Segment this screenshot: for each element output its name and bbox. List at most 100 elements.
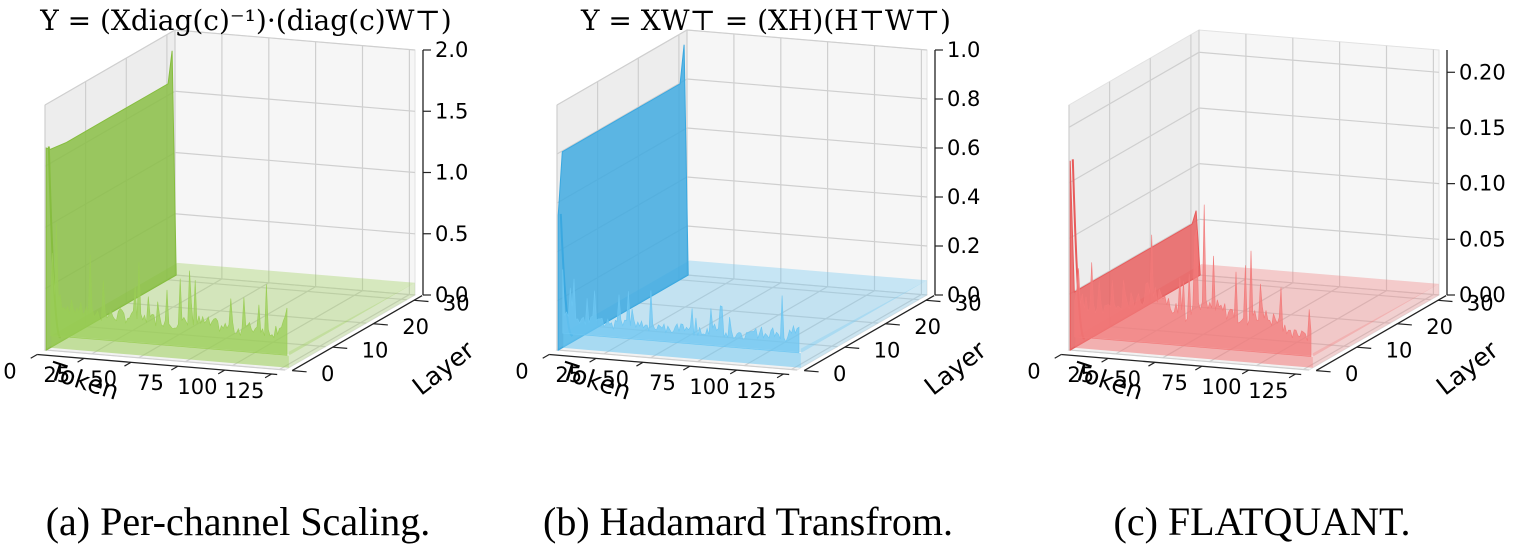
tick-mark-token: [683, 365, 691, 371]
tick-label-token: 125: [1248, 379, 1288, 403]
panel-formula: Y = (Xdiag(c)⁻¹)·(diag(c)W⊤): [39, 4, 451, 37]
tick-label-token: 75: [1161, 371, 1188, 395]
tick-label-layer: 30: [1467, 292, 1494, 316]
tick-label-layer: 0: [1345, 362, 1358, 386]
axis-title-token: Token: [1069, 356, 1147, 406]
tick-label-token: 125: [224, 379, 264, 403]
tick-label-token: 50: [1114, 367, 1141, 391]
axis-title-token: Token: [557, 356, 635, 406]
panel-caption: (c) FLATQUANT.: [1114, 499, 1411, 544]
tick-mark-token: [264, 373, 272, 379]
chart-panel-2: 0 25 50 75 100 125 0 10 20 300.0 0.2 0.4 0.6 0.8 1.0 To…: [515, 4, 992, 544]
tick-label-token: 0: [1027, 359, 1040, 383]
surface-front-rim: [51, 335, 289, 368]
panels-group: 0 25 50 75 100 12501020300.00.51.01.52.0Token…: [3, 4, 1506, 544]
tick-label-value: 1.0: [435, 161, 468, 185]
tick-mark-token: [77, 357, 85, 363]
axis-layer: [803, 295, 935, 372]
tick-label-token: 100: [689, 375, 729, 399]
tick-mark-token: [776, 373, 784, 379]
tick-mark-layer: [1356, 346, 1372, 349]
axis-layer: [291, 295, 423, 372]
tick-mark-layer: [332, 346, 348, 349]
tick-mark-token: [1148, 361, 1156, 367]
panel-formula: Y = XW⊤ = (XH)(H⊤W⊤): [580, 4, 951, 37]
tick-label-layer: 20: [402, 315, 429, 339]
tick-mark-layer: [373, 323, 388, 326]
tick-label-token: 75: [649, 371, 676, 395]
chart-panel-3: 0 25 50 75 100 125 0 10 20 300.00 0.05 0.10 0.15 0.20…: [1027, 29, 1506, 544]
tick-label-value: 0.2: [947, 234, 980, 258]
tick-mark-token: [1195, 365, 1203, 371]
panel-caption: (b) Hadamard Transfrom.: [543, 499, 953, 544]
tick-label-layer: 10: [874, 339, 901, 363]
tick-label-layer: 0: [321, 362, 334, 386]
tick-label-token: 100: [177, 375, 217, 399]
tick-mark-token: [217, 369, 225, 375]
tick-label-layer: 10: [1386, 339, 1413, 363]
grid-line-value: [44, 29, 416, 106]
tick-label-token: 0: [3, 359, 16, 383]
tick-label-token: 125: [736, 379, 776, 403]
tick-mark-layer: [292, 370, 307, 373]
tick-label-token: 100: [1201, 375, 1241, 399]
tick-label-token: 50: [602, 367, 629, 391]
tick-label-token: 50: [90, 367, 117, 391]
tick-mark-token: [589, 357, 597, 363]
tick-mark-layer: [1316, 370, 1331, 373]
tick-mark-token: [729, 369, 737, 375]
tick-label-token: 25: [555, 363, 582, 387]
tick-label-value: 0.5: [435, 222, 468, 246]
grid-line-value: [556, 29, 928, 106]
surface-front-rim: [563, 333, 801, 368]
tick-label-layer: 20: [914, 315, 941, 339]
axis-token: [549, 353, 790, 376]
tick-label-value: 0.4: [947, 185, 980, 209]
surface-front-ridge: [50, 222, 288, 356]
tick-mark-token: [1054, 353, 1062, 359]
tick-label-token: 75: [137, 371, 164, 395]
tick-label-value: 0.8: [947, 87, 980, 111]
surface-right-edge: [1312, 283, 1439, 368]
axis-title-layer: Layer: [919, 335, 992, 401]
tick-label-layer: 30: [443, 292, 470, 316]
tick-label-value: 1.5: [435, 99, 468, 123]
tick-label-layer: 0: [833, 362, 846, 386]
tick-label-token: 25: [43, 363, 70, 387]
tick-label-value: 0.20: [1459, 60, 1506, 84]
tick-mark-token: [1101, 357, 1109, 363]
axis-token: [1061, 353, 1302, 376]
surface-first-token-wall: [1069, 160, 1201, 351]
tick-mark-layer: [1438, 299, 1453, 303]
tick-label-value: 2.0: [435, 38, 468, 62]
surface-front-ridge: [1074, 204, 1312, 357]
tick-label-value: 0.15: [1459, 116, 1506, 140]
tick-label-value: 0.0: [435, 283, 468, 307]
surface-front-rim: [1075, 336, 1313, 368]
grid-line-value: [556, 78, 928, 155]
tick-mark-token: [1288, 373, 1296, 379]
tick-label-value: 0.05: [1459, 227, 1506, 251]
tick-label-value: 0.10: [1459, 172, 1506, 196]
tick-mark-token: [542, 353, 550, 359]
surface-first-token-wall: [557, 44, 689, 351]
grid-line-value: [1068, 51, 1440, 128]
tick-mark-token: [124, 361, 132, 367]
tick-label-value: 1.0: [947, 38, 980, 62]
grid-line-value: [1068, 107, 1440, 184]
tick-mark-token: [171, 365, 179, 371]
axis-token: [37, 353, 278, 376]
tick-label-token: 25: [1067, 363, 1094, 387]
axis-title-token: Token: [45, 356, 123, 406]
surface-front-ridge: [562, 269, 800, 354]
axis-title-layer: Layer: [407, 335, 480, 401]
axis-layer: [1315, 295, 1447, 372]
tick-mark-token: [30, 353, 38, 359]
axis-title-layer: Layer: [1431, 335, 1504, 401]
panel-caption: (a) Per-channel Scaling.: [46, 499, 431, 544]
tick-label-value: 0.00: [1459, 283, 1506, 307]
tick-mark-layer: [926, 299, 941, 303]
tick-mark-layer: [414, 299, 429, 303]
tick-label-layer: 20: [1426, 315, 1453, 339]
